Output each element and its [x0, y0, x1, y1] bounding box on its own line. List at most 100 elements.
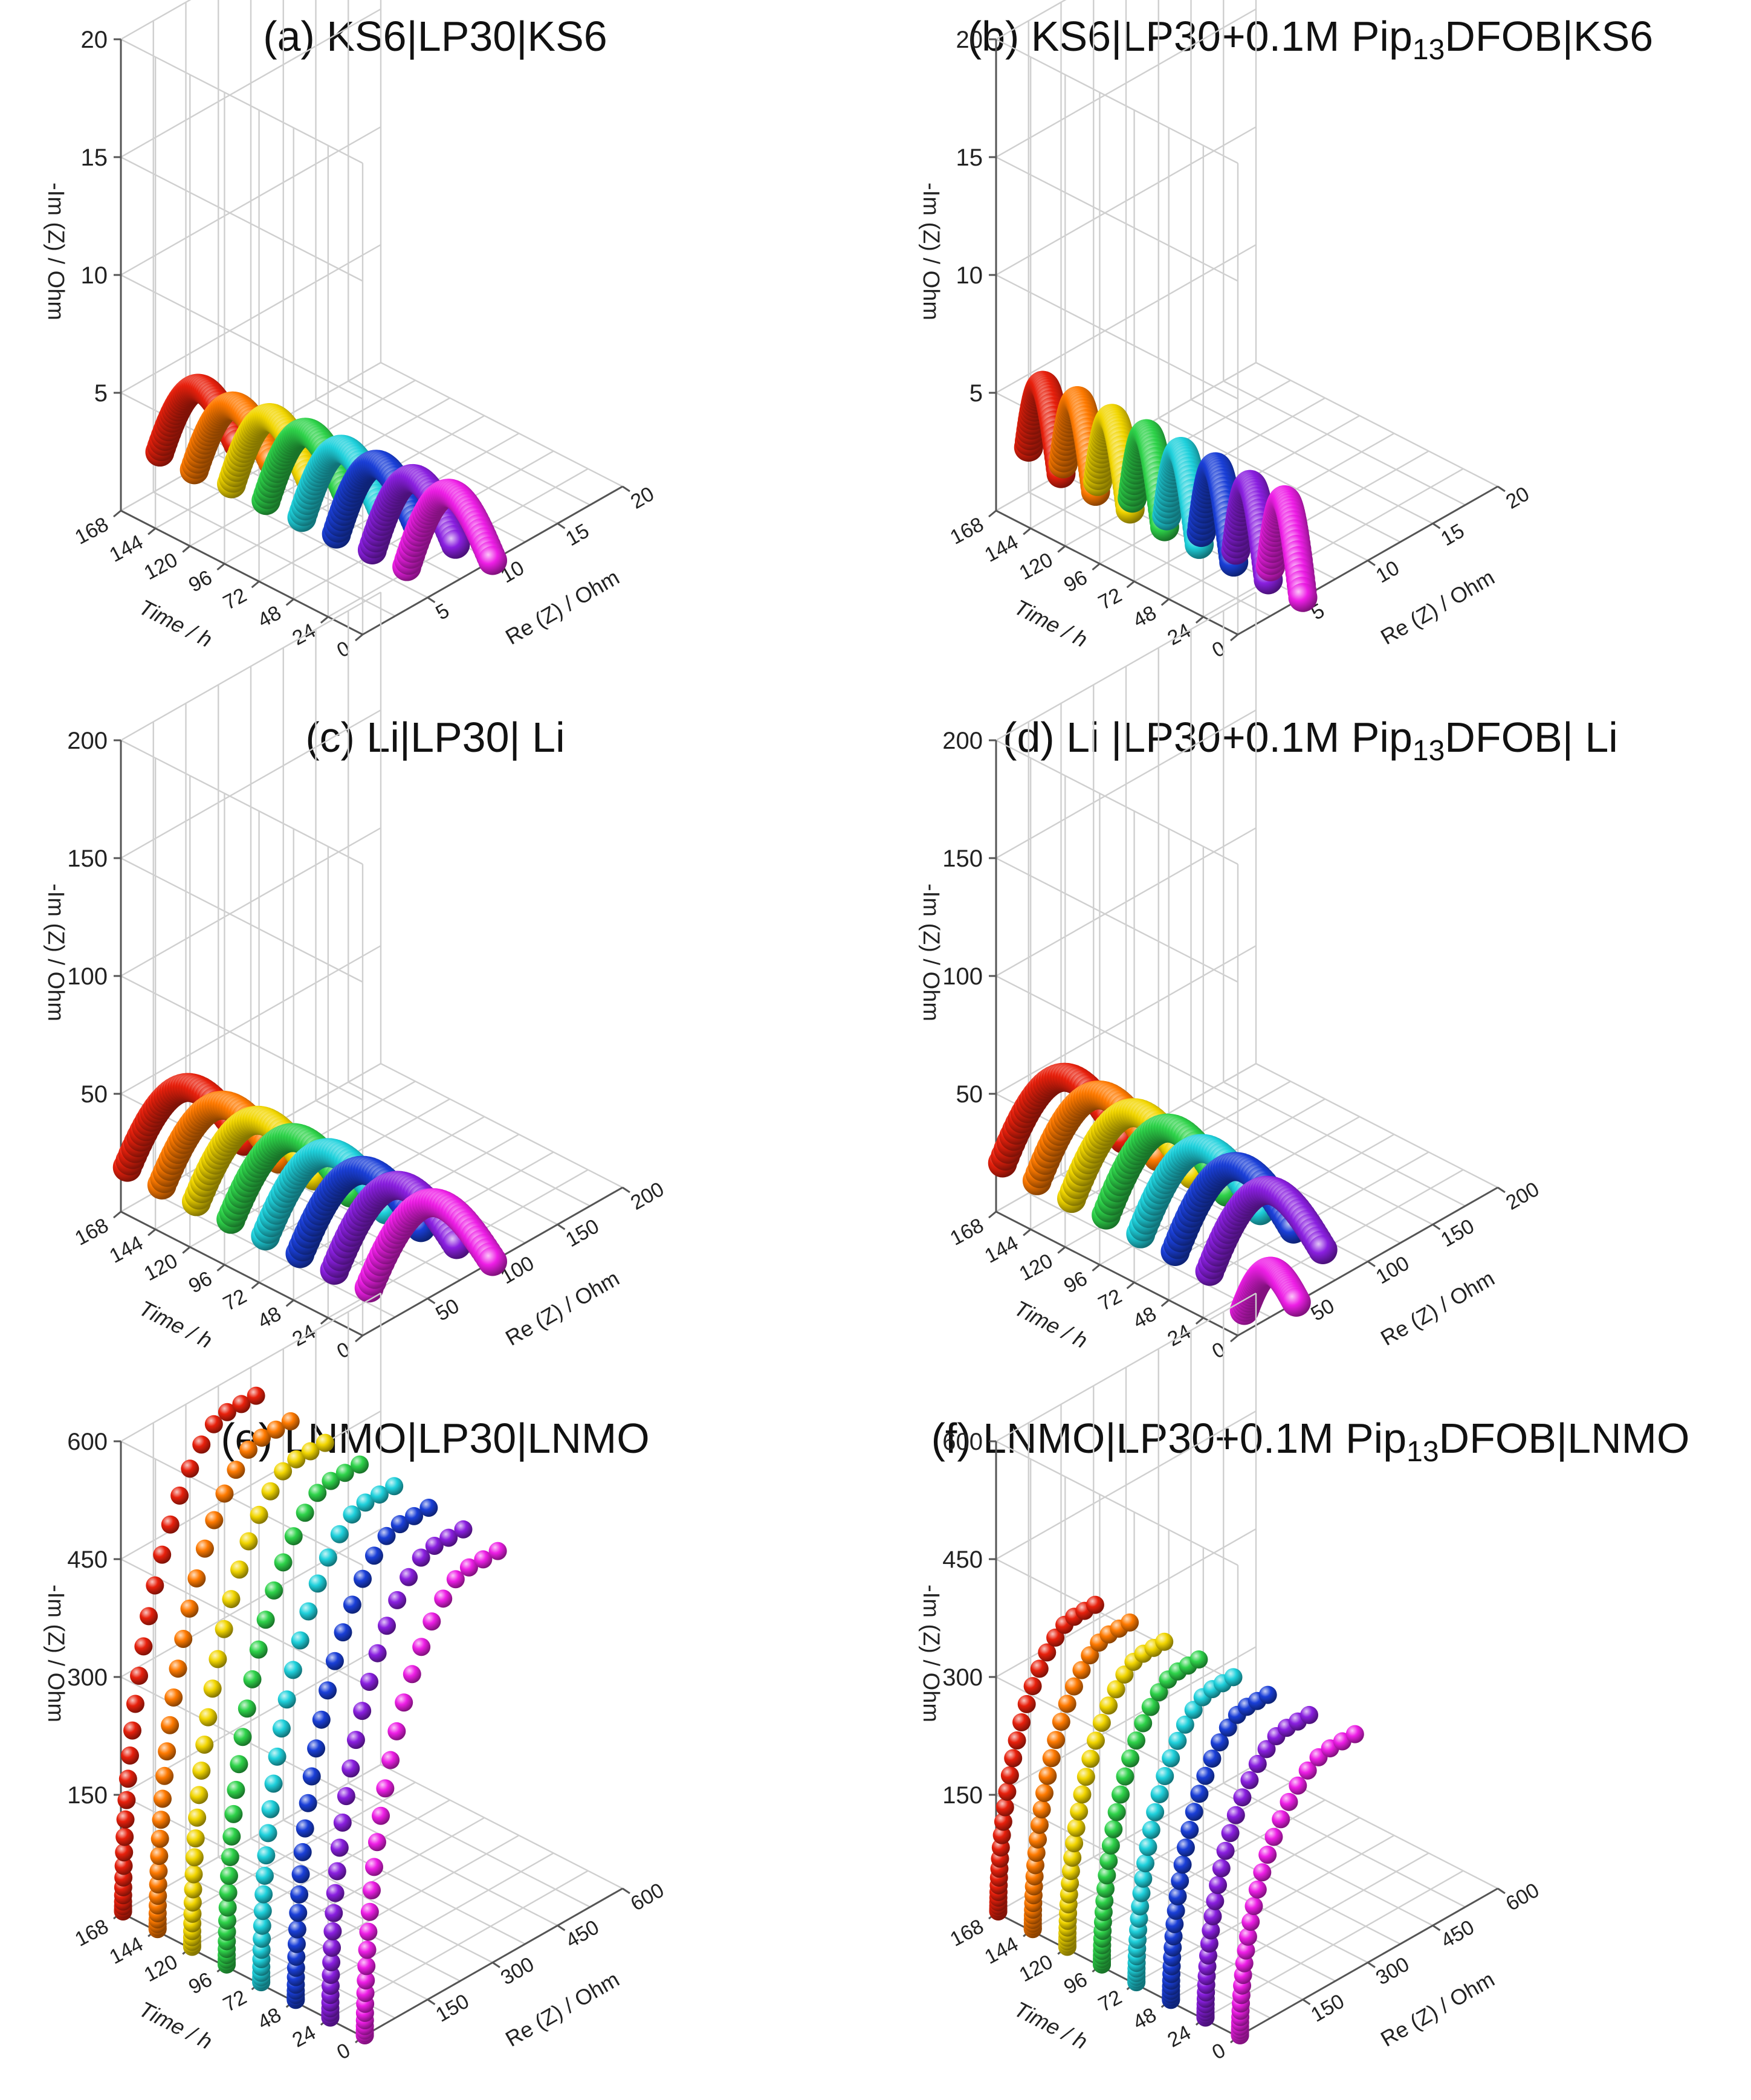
data-point: [222, 1590, 241, 1609]
grid-line: [120, 827, 381, 977]
data-point: [1107, 1803, 1126, 1821]
z-tick-label: 72: [1095, 1285, 1125, 1316]
y-axis-label: -Im (Z) / Ohm: [918, 183, 943, 320]
data-point: [253, 1902, 272, 1921]
data-point: [1167, 1901, 1185, 1920]
grid-line: [1190, 1100, 1434, 1226]
grid-line: [380, 361, 623, 488]
data-point: [199, 1708, 218, 1727]
data-point: [357, 1971, 375, 1990]
data-point: [377, 1527, 396, 1545]
grid-line: [120, 945, 381, 1095]
x-tick-mark: [622, 485, 630, 493]
data-point: [274, 1462, 293, 1481]
grid-line: [1190, 399, 1434, 525]
series-96h: [218, 1455, 369, 1974]
data-point: [1116, 1767, 1134, 1786]
x-tick-label: 200: [627, 1178, 668, 1215]
y-tick-label: 10: [956, 262, 983, 289]
y-axis-label: -Im (Z) / Ohm: [43, 183, 68, 320]
data-point: [209, 1650, 227, 1669]
data-point: [290, 1885, 309, 1904]
time-axis-line: [995, 509, 1238, 636]
data-point: [446, 1570, 465, 1589]
z-tick-label: 96: [1060, 1968, 1091, 1998]
data-point: [1233, 1788, 1252, 1807]
series-group: [989, 1595, 1364, 2044]
data-point: [1038, 1766, 1057, 1785]
data-point: [250, 1505, 268, 1524]
z-tick-label: 144: [106, 1933, 147, 1969]
data-point: [335, 1464, 354, 1482]
data-point: [387, 1722, 406, 1740]
data-point: [1012, 1713, 1031, 1731]
series-96h: [1093, 1650, 1208, 1974]
z-tick-mark: [1160, 598, 1170, 606]
x-tick-label: 150: [1307, 1989, 1348, 2026]
data-point: [254, 1885, 273, 1904]
data-point: [219, 1883, 238, 1902]
z-axis-label: Time / h: [1011, 595, 1092, 652]
x-tick-label: 600: [1502, 1879, 1543, 1916]
z-axis-label: Time / h: [1011, 1997, 1092, 2054]
data-point: [1076, 1768, 1095, 1786]
data-point: [239, 1532, 258, 1551]
data-point: [255, 1866, 274, 1885]
data-point: [322, 1966, 340, 1985]
data-point: [1203, 1907, 1222, 1925]
grid-line: [120, 244, 381, 394]
data-point: [114, 1856, 133, 1875]
data-point: [1035, 1784, 1054, 1803]
z-tick-mark: [251, 580, 260, 589]
data-point: [1150, 1785, 1169, 1803]
z-tick-label: 0: [333, 637, 354, 662]
z-axis-label: Time / h: [135, 1296, 216, 1353]
data-point: [219, 1867, 238, 1885]
z-tick-label: 144: [106, 1232, 147, 1268]
data-point: [126, 1695, 144, 1713]
data-point: [1289, 1776, 1307, 1795]
data-point: [288, 1920, 306, 1939]
data-point: [400, 1568, 418, 1586]
data-point: [334, 1623, 352, 1642]
data-point: [1132, 1884, 1151, 1902]
data-point: [1134, 1714, 1153, 1733]
z-tick-label: 120: [1015, 1249, 1057, 1285]
z-tick-label: 96: [185, 1968, 216, 1998]
title-subscript: 13: [1412, 735, 1445, 767]
data-point: [388, 1591, 407, 1609]
x-tick-label: 600: [627, 1879, 668, 1916]
data-point: [253, 1916, 271, 1935]
y-tick-label: 450: [67, 1546, 108, 1573]
data-point: [224, 1804, 243, 1823]
data-point: [1185, 1803, 1203, 1821]
y-axis-label: -Im (Z) / Ohm: [918, 884, 943, 1021]
grid-line: [120, 975, 363, 1101]
x-tick-mark: [1432, 1925, 1441, 1931]
data-point: [1248, 1754, 1267, 1773]
grid-line: [995, 1292, 1257, 1443]
z-tick-mark: [1195, 616, 1204, 624]
data-point: [190, 1786, 209, 1804]
data-point: [186, 1829, 205, 1848]
data-point: [1253, 1863, 1272, 1882]
x-tick-label: 450: [1437, 1916, 1478, 1953]
data-point: [488, 1542, 507, 1560]
data-point: [323, 1938, 341, 1957]
z-tick-label: 48: [254, 601, 285, 632]
data-point: [1121, 1749, 1140, 1768]
data-point: [994, 1812, 1012, 1831]
data-point: [337, 1787, 355, 1806]
data-point: [247, 1386, 265, 1405]
data-point: [1189, 1650, 1208, 1669]
data-point: [291, 1631, 309, 1650]
data-point: [293, 1843, 312, 1861]
data-point: [364, 1858, 383, 1876]
data-point: [1127, 1731, 1146, 1750]
data-point: [218, 1898, 237, 1917]
panel-d: (d) Li |LP30+0.1M Pip13DFOB| Li 50 100 150…: [875, 591, 1746, 1396]
data-point: [1073, 1785, 1092, 1804]
data-point: [302, 1767, 321, 1786]
z-tick-mark: [285, 1299, 294, 1307]
